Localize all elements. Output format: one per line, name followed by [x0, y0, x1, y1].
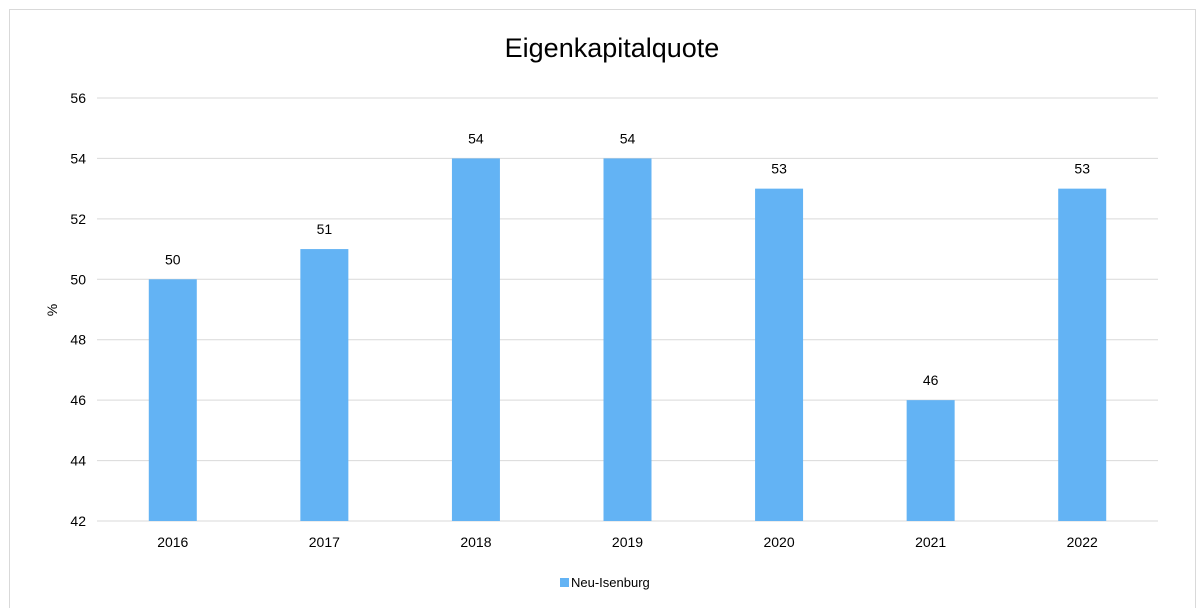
x-tick-label: 2017	[309, 534, 340, 550]
legend-label: Neu-Isenburg	[571, 575, 650, 590]
data-label: 46	[923, 372, 939, 388]
y-tick-label: 56	[70, 90, 86, 106]
x-tick-labels: 2016 2017 2018 2019 2020 2021 2022	[157, 534, 1098, 550]
data-label: 53	[1074, 161, 1090, 177]
bars	[148, 158, 1107, 522]
y-tick-label: 42	[70, 513, 86, 529]
data-label: 54	[468, 130, 484, 146]
y-tick-label: 52	[70, 211, 86, 227]
bar	[755, 188, 804, 521]
data-label: 54	[620, 130, 636, 146]
bar	[603, 158, 652, 521]
x-tick-label: 2016	[157, 534, 188, 550]
bar	[906, 400, 955, 521]
y-tick-label: 48	[70, 332, 86, 348]
x-tick-label: 2018	[460, 534, 491, 550]
bar	[300, 249, 349, 522]
chart-frame	[9, 9, 1196, 608]
y-tick-label: 44	[70, 453, 86, 469]
legend-swatch	[560, 578, 569, 587]
data-labels: 50 51 54 54 53 46 53	[165, 130, 1090, 388]
y-tick-label: 46	[70, 392, 86, 408]
y-tick-labels: 42 44 46 48 50 52 54 56	[70, 90, 86, 529]
bar	[1058, 188, 1107, 521]
legend: Neu-Isenburg	[560, 575, 650, 590]
y-tick-label: 54	[70, 150, 86, 166]
bar	[148, 279, 197, 521]
data-label: 53	[771, 161, 787, 177]
y-axis-label: %	[44, 304, 60, 316]
y-tick-label: 50	[70, 271, 86, 287]
data-label: 51	[317, 221, 333, 237]
x-tick-label: 2019	[612, 534, 643, 550]
x-tick-label: 2021	[915, 534, 946, 550]
x-tick-label: 2022	[1067, 534, 1098, 550]
bar	[451, 158, 500, 521]
chart-title: Eigenkapitalquote	[505, 33, 720, 63]
x-tick-label: 2020	[763, 534, 794, 550]
data-label: 50	[165, 251, 181, 267]
